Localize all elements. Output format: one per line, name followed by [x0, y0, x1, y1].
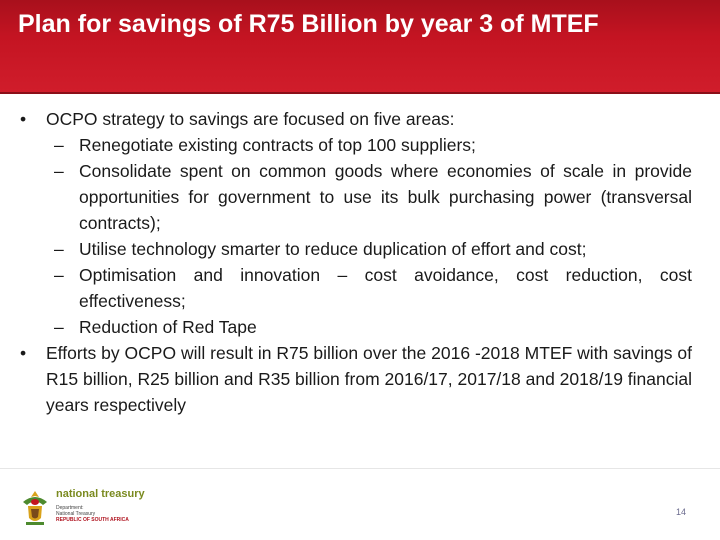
sub-item-renegotiate: – Renegotiate existing contracts of top …	[20, 132, 692, 158]
dash-marker: –	[54, 135, 64, 155]
bullet-item-strategy: • OCPO strategy to savings are focused o…	[20, 106, 692, 132]
sub-item-optimisation: – Optimisation and innovation – cost avo…	[20, 262, 692, 314]
page-number: 14	[676, 507, 687, 517]
title-bar-underline	[0, 92, 720, 94]
bullet-text: Efforts by OCPO will result in R75 billi…	[46, 343, 693, 415]
logo-treasury-line: National Treasury	[56, 511, 96, 517]
dash-marker: –	[54, 317, 64, 337]
sub-item-text: Consolidate spent on common goods where …	[79, 161, 692, 233]
dash-marker: –	[54, 265, 64, 285]
national-treasury-logo: national treasury Department: National T…	[20, 488, 160, 530]
sub-item-text: Renegotiate existing contracts of top 10…	[79, 135, 476, 155]
logo-title: national treasury	[56, 488, 145, 500]
title-bar: Plan for savings of R75 Billion by year …	[0, 0, 720, 92]
dash-marker: –	[54, 161, 64, 181]
sub-item-technology: – Utilise technology smarter to reduce d…	[20, 236, 692, 262]
sub-item-text: Optimisation and innovation – cost avoid…	[79, 265, 692, 311]
sub-item-text: Reduction of Red Tape	[79, 317, 257, 337]
dash-marker: –	[54, 239, 64, 259]
slide-body: • OCPO strategy to savings are focused o…	[20, 106, 692, 418]
bullet-marker: •	[20, 343, 27, 363]
coat-of-arms-icon	[23, 491, 47, 525]
bullet-marker: •	[20, 109, 27, 129]
logo-department-line: Department:	[56, 505, 84, 511]
logo-republic-line: REPUBLIC OF SOUTH AFRICA	[56, 517, 129, 523]
sub-item-consolidate: – Consolidate spent on common goods wher…	[20, 158, 692, 236]
bullet-item-efforts: • Efforts by OCPO will result in R75 bil…	[20, 340, 692, 418]
slide-title: Plan for savings of R75 Billion by year …	[18, 10, 599, 38]
footer-divider	[0, 468, 720, 469]
bullet-text: OCPO strategy to savings are focused on …	[46, 109, 455, 129]
sub-item-red-tape: – Reduction of Red Tape	[20, 314, 692, 340]
sub-item-text: Utilise technology smarter to reduce dup…	[79, 239, 587, 259]
